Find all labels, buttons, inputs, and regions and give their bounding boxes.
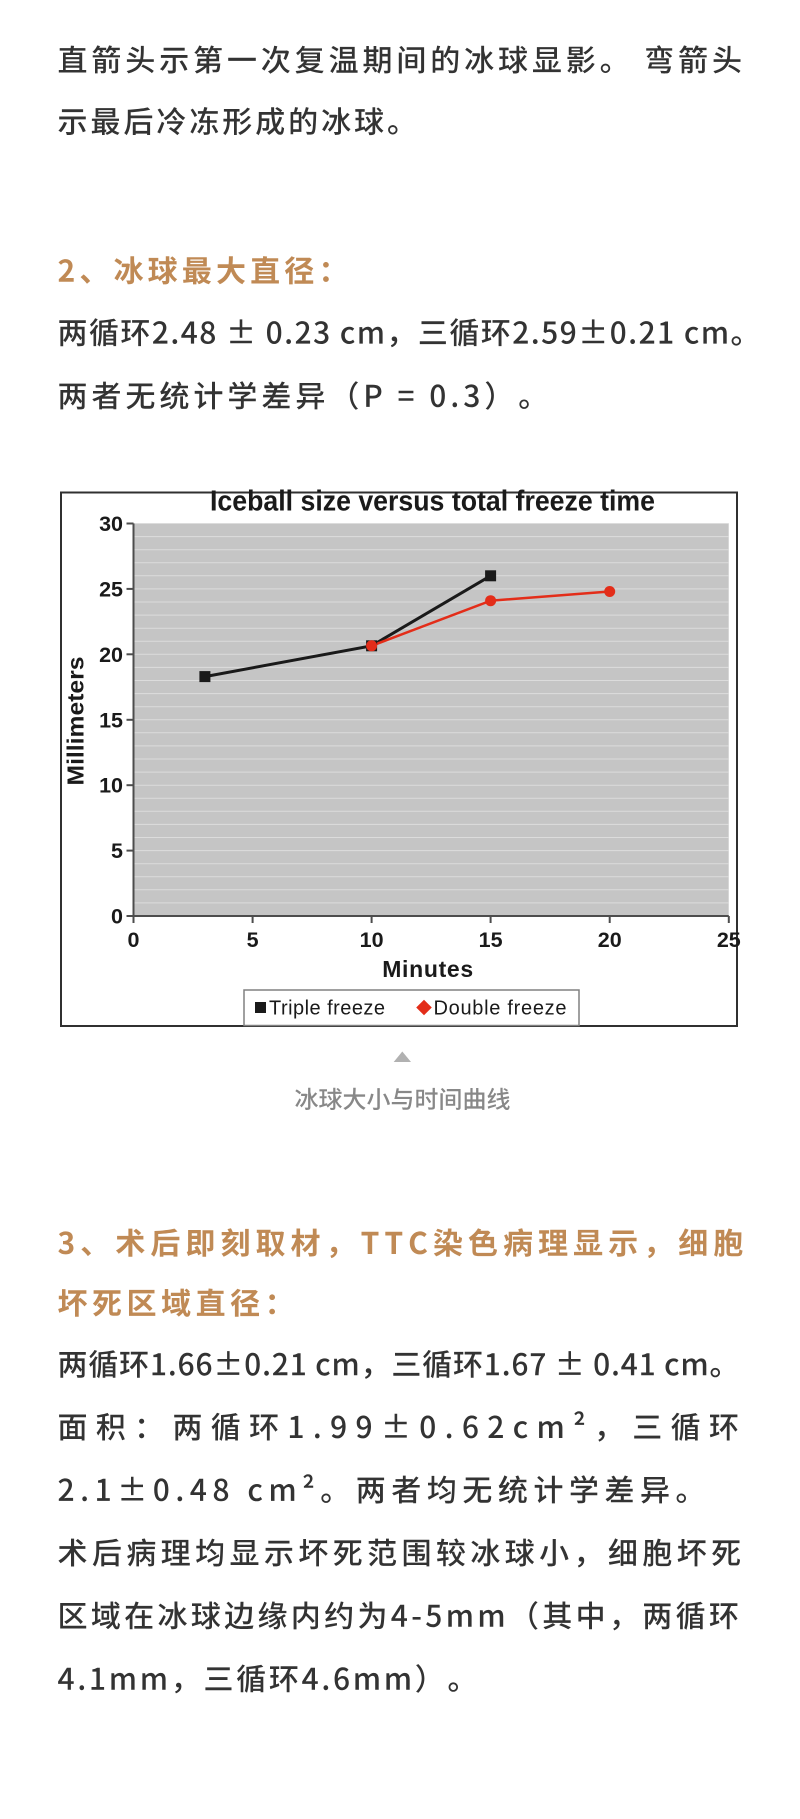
svg-text:25: 25: [717, 928, 741, 952]
svg-text:5: 5: [111, 839, 123, 863]
svg-text:Iceball size versus total free: Iceball size versus total freeze time: [210, 486, 655, 518]
svg-text:Double freeze: Double freeze: [434, 998, 567, 1020]
svg-text:15: 15: [479, 928, 503, 952]
svg-text:Millimeters: Millimeters: [63, 657, 89, 786]
svg-text:30: 30: [99, 512, 123, 536]
svg-text:20: 20: [598, 928, 622, 952]
svg-text:10: 10: [360, 928, 384, 952]
svg-text:5: 5: [247, 928, 259, 952]
svg-text:25: 25: [99, 577, 123, 601]
svg-text:15: 15: [99, 708, 123, 732]
svg-text:Minutes: Minutes: [382, 956, 473, 982]
svg-text:0: 0: [111, 905, 123, 929]
svg-text:0: 0: [128, 928, 140, 952]
svg-text:10: 10: [99, 774, 123, 798]
svg-text:Triple freeze: Triple freeze: [269, 998, 385, 1020]
svg-text:20: 20: [99, 643, 123, 667]
